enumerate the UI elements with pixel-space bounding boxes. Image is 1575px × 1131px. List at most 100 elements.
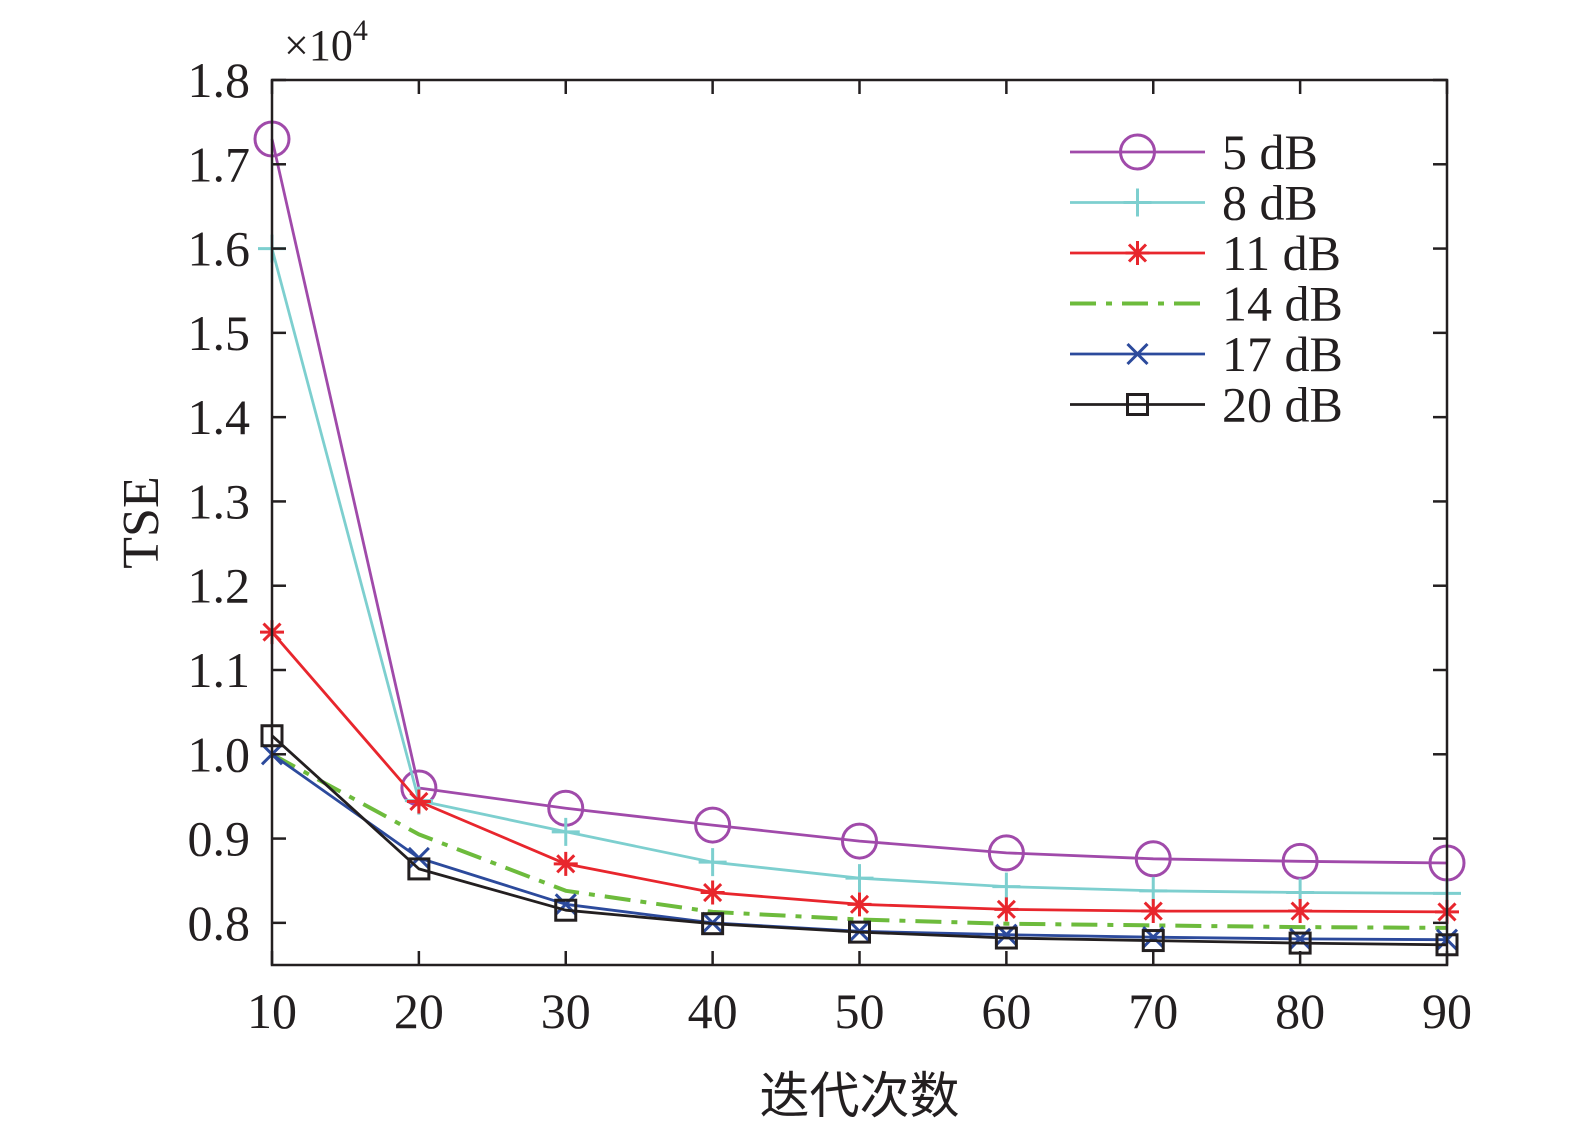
series-line-14-db bbox=[271, 752, 1448, 930]
legend-marker-8-db bbox=[1123, 188, 1152, 217]
data-point-20-db-40-shape bbox=[701, 912, 725, 936]
y-tick-label-1.5: 1.5 bbox=[188, 305, 251, 361]
x-tick-label-30: 30 bbox=[541, 983, 591, 1039]
data-point-5-db-80 bbox=[1281, 842, 1319, 880]
y-multiplier-base: ×10 bbox=[284, 21, 353, 70]
x-axis-label: 迭代次数 bbox=[760, 1067, 960, 1125]
series-14-db bbox=[271, 752, 1448, 930]
data-point-11-db-60 bbox=[994, 897, 1019, 922]
y-tick-label-1.8: 1.8 bbox=[188, 52, 251, 108]
data-point-20-db-20-shape bbox=[407, 857, 431, 881]
data-point-20-db-60-shape bbox=[994, 926, 1018, 950]
data-point-8-db-60 bbox=[992, 872, 1021, 901]
legend-item-8-db: 8 dB bbox=[1070, 175, 1318, 231]
y-tick-label-0.8: 0.8 bbox=[188, 895, 251, 951]
x-tick-label-90: 90 bbox=[1422, 983, 1472, 1039]
series-17-db bbox=[260, 743, 1459, 951]
x-tick-label-50: 50 bbox=[835, 983, 885, 1039]
legend-marker-8-db-shape bbox=[1123, 188, 1152, 217]
legend-item-20-db: 20 dB bbox=[1070, 377, 1343, 433]
data-point-20-db-40 bbox=[701, 912, 725, 936]
series-line-5-db bbox=[270, 138, 1448, 865]
data-point-20-db-30-shape bbox=[554, 898, 578, 922]
x-tick-label-70: 70 bbox=[1128, 983, 1178, 1039]
y-tick-label-1.7: 1.7 bbox=[188, 136, 251, 192]
data-point-5-db-70 bbox=[1134, 840, 1172, 878]
y-tick-label-1.4: 1.4 bbox=[188, 389, 251, 445]
x-tick-label-60: 60 bbox=[981, 983, 1031, 1039]
x-tick-label-80: 80 bbox=[1275, 983, 1325, 1039]
data-point-11-db-80 bbox=[1288, 899, 1313, 924]
y-tick-label-1.3: 1.3 bbox=[188, 473, 251, 529]
y-tick-label-1.2: 1.2 bbox=[188, 558, 251, 614]
data-point-20-db-50 bbox=[848, 920, 871, 944]
data-point-8-db-50-shape bbox=[845, 864, 874, 893]
data-point-11-db-20-shape bbox=[406, 789, 431, 814]
data-point-20-db-50-shape bbox=[848, 920, 871, 944]
data-point-5-db-80-shape bbox=[1281, 842, 1319, 880]
y-tick-label-1: 1.0 bbox=[188, 726, 251, 782]
x-tick-label-10: 10 bbox=[247, 983, 297, 1039]
data-point-5-db-50 bbox=[841, 822, 878, 860]
data-point-11-db-40 bbox=[700, 880, 725, 905]
data-point-5-db-40-shape bbox=[694, 806, 732, 844]
series-line-20-db bbox=[271, 734, 1448, 947]
data-point-11-db-20 bbox=[406, 789, 431, 814]
y-axis-label: TSE bbox=[113, 476, 170, 568]
data-point-20-db-30 bbox=[554, 898, 578, 922]
data-point-5-db-70-shape bbox=[1134, 840, 1172, 878]
legend-label-8-db: 8 dB bbox=[1222, 175, 1318, 231]
data-point-8-db-30-shape bbox=[551, 817, 580, 846]
legend-label-20-db: 20 dB bbox=[1222, 377, 1343, 433]
data-point-8-db-40 bbox=[698, 848, 727, 877]
data-point-11-db-70 bbox=[1141, 899, 1166, 924]
data-point-20-db-60 bbox=[994, 926, 1018, 950]
data-point-11-db-80-shape bbox=[1288, 899, 1313, 924]
y-multiplier-exponent: 4 bbox=[353, 14, 368, 47]
data-point-11-db-30 bbox=[553, 851, 578, 876]
data-point-11-db-50 bbox=[847, 892, 872, 917]
y-tick-label-1.1: 1.1 bbox=[188, 642, 251, 698]
data-point-5-db-40 bbox=[694, 806, 732, 844]
legend-item-17-db: 17 dB bbox=[1070, 326, 1343, 382]
legend-item-5-db: 5 dB bbox=[1070, 124, 1318, 180]
y-multiplier: ×104 bbox=[284, 14, 368, 70]
data-point-5-db-50-shape bbox=[841, 822, 878, 860]
data-point-5-db-60 bbox=[987, 834, 1025, 872]
legend-marker-5-db-shape bbox=[1119, 133, 1156, 171]
data-point-11-db-60-shape bbox=[994, 897, 1019, 922]
data-point-8-db-50 bbox=[845, 864, 874, 893]
legend-marker-5-db bbox=[1119, 133, 1156, 171]
legend-marker-20-db-shape bbox=[1126, 393, 1149, 416]
data-point-8-db-30 bbox=[551, 817, 580, 846]
data-point-20-db-20 bbox=[407, 857, 431, 881]
legend-label-14-db: 14 dB bbox=[1222, 276, 1343, 332]
x-tick-label-20: 20 bbox=[394, 983, 444, 1039]
series-20-db bbox=[260, 724, 1459, 957]
data-point-20-db-70-shape bbox=[1141, 929, 1165, 953]
legend-item-11-db: 11 dB bbox=[1070, 225, 1341, 281]
y-tick-label-1.6: 1.6 bbox=[188, 221, 251, 277]
legend-label-17-db: 17 dB bbox=[1222, 326, 1343, 382]
legend-marker-11-db-shape bbox=[1125, 241, 1150, 265]
legend-item-14-db: 14 dB bbox=[1070, 276, 1343, 332]
y-tick-label-0.9: 0.9 bbox=[188, 811, 251, 867]
axes-layer: 10 20 30 40 50 60 70 80 90 0.8 0.9 1.0 1.1 1.2 1.3 1.4 1… bbox=[113, 14, 1472, 1125]
data-point-11-db-30-shape bbox=[553, 851, 578, 876]
data-point-8-db-60-shape bbox=[992, 872, 1021, 901]
legend-label-5-db: 5 dB bbox=[1222, 124, 1318, 180]
data-point-5-db-60-shape bbox=[987, 834, 1025, 872]
legend-marker-17-db bbox=[1126, 342, 1149, 366]
legend-marker-17-db-shape bbox=[1126, 342, 1149, 366]
data-point-8-db-40-shape bbox=[698, 848, 727, 877]
data-point-20-db-70 bbox=[1141, 929, 1165, 953]
x-tick-label-40: 40 bbox=[688, 983, 738, 1039]
data-point-11-db-50-shape bbox=[847, 892, 872, 917]
data-point-11-db-70-shape bbox=[1141, 899, 1166, 924]
data-point-11-db-40-shape bbox=[700, 880, 725, 905]
legend-marker-11-db bbox=[1125, 241, 1150, 265]
legend-marker-20-db bbox=[1126, 393, 1149, 416]
